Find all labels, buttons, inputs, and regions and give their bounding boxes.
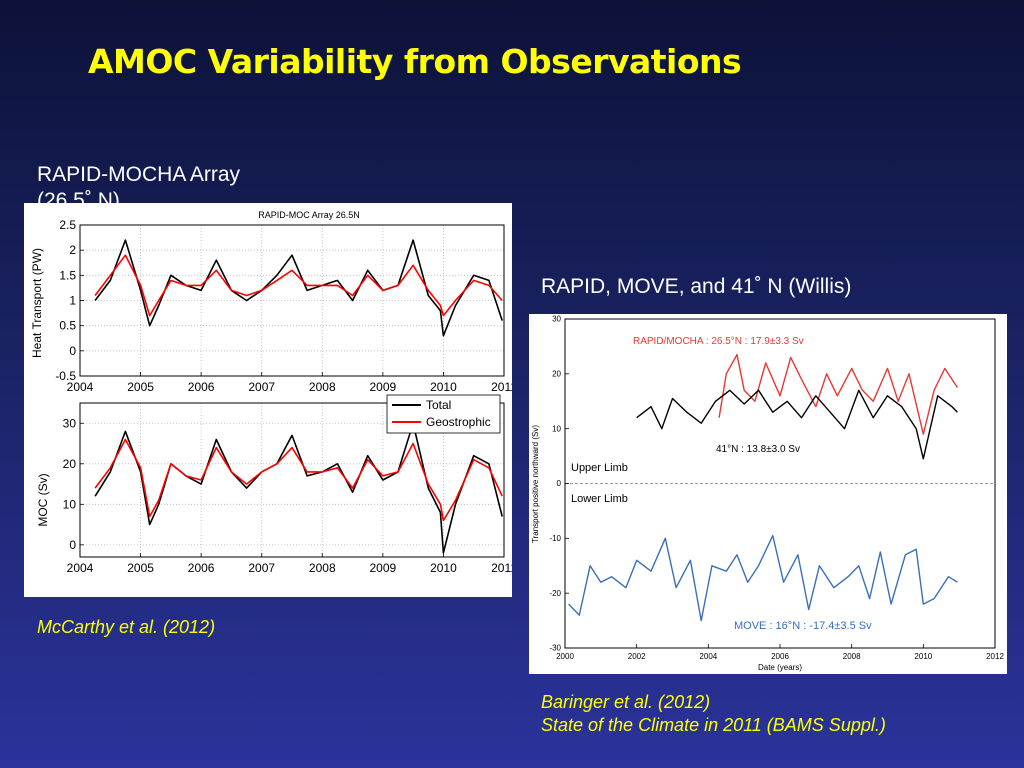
y-tick-label: 30	[63, 416, 77, 430]
right-citation-line1: Baringer et al. (2012)	[541, 692, 711, 712]
y-tick-label: 0	[69, 344, 76, 358]
x-tick-label: 2006	[188, 561, 215, 575]
moc-ylabel: MOC (Sv)	[36, 473, 50, 526]
x-tick-label: 2006	[771, 652, 789, 661]
y-tick-label: 1.5	[59, 268, 76, 282]
x-tick-label: 2012	[986, 652, 1004, 661]
move-series-label: MOVE : 16°N : -17.4±3.5 Sv	[734, 620, 872, 632]
slide-title: AMOC Variability from Observations	[88, 42, 742, 81]
legend-box	[386, 394, 501, 434]
right-ylabel: Transport positive northward (Sv)	[531, 425, 540, 543]
y-tick-label: 0	[69, 538, 76, 552]
y-tick-label: 1	[69, 294, 76, 308]
heat-transport-chart: 2004 2005 2006 2007 2008 2009 2010 2011 -0.5 0 0.5…	[55, 218, 512, 394]
y-tick-label: 20	[552, 370, 561, 379]
y-tick-label: -20	[549, 589, 561, 598]
x-tick-label: 2010	[430, 561, 457, 575]
x-tick-label: 2010	[914, 652, 932, 661]
y-tick-label: 0.5	[59, 319, 76, 333]
x-tick-label: 2000	[556, 652, 574, 661]
series-line-1	[636, 389, 958, 460]
rapid-moc-figure-svg: RAPID-MOC Array 26.5N 2004 2005 2006 2007 20…	[30, 210, 512, 575]
series-line-2	[568, 534, 958, 622]
y-tick-label: 0	[557, 479, 562, 488]
moc-chart: 2004 2005 2006 2007 2008 2009 2010 2011 0 10 20 30	[63, 402, 512, 575]
heat-ylabel: Heat Transport (PW)	[30, 248, 44, 358]
x-tick-label: 2008	[309, 380, 336, 394]
legend-geostrophic-label: Geostrophic	[426, 415, 491, 429]
legend-total-label: Total	[426, 398, 451, 412]
y-tick-label: 2	[69, 243, 76, 257]
x-tick-label: 2010	[430, 380, 457, 394]
moc-legend: Total Geostrophic	[386, 394, 501, 434]
upper-limb-label: Upper Limb	[571, 462, 628, 474]
x-tick-label: 2002	[628, 652, 646, 661]
x-tick-label: 2008	[309, 561, 336, 575]
y-tick-label: 2.5	[59, 218, 76, 232]
heat-chart-title: RAPID-MOC Array 26.5N	[258, 210, 360, 220]
x-tick-label: 2008	[843, 652, 861, 661]
series-line-1	[94, 254, 503, 317]
y-tick-label: -0.5	[55, 369, 76, 383]
x-tick-label: 2007	[248, 380, 275, 394]
baringer-figure: 2000 2002 2004 2006 2008 2010 2012 -30 -20 -10 0 10…	[529, 314, 1007, 674]
right-citation-line2: State of the Climate in 2011 (BAMS Suppl…	[541, 715, 886, 735]
y-tick-label: -10	[549, 534, 561, 543]
transport-chart: 2000 2002 2004 2006 2008 2010 2012 -30 -20 -10 0 10…	[549, 315, 1004, 661]
rapid-moc-figure: RAPID-MOC Array 26.5N 2004 2005 2006 2007 20…	[24, 203, 512, 597]
y-tick-label: 10	[63, 497, 77, 511]
plot-frame	[79, 402, 505, 558]
left-citation: McCarthy et al. (2012)	[37, 617, 216, 637]
x-tick-label: 2011	[491, 561, 512, 575]
x-tick-label: 2007	[248, 561, 275, 575]
series-line-0	[94, 422, 503, 554]
y-tick-label: 20	[63, 457, 77, 471]
series-line-0	[718, 353, 958, 435]
x-tick-label: 2004	[699, 652, 717, 661]
plot-frame	[79, 224, 505, 377]
right-xlabel: Date (years)	[758, 663, 802, 672]
n41-series-label: 41°N : 13.8±3.0 Sv	[716, 444, 800, 455]
plot-frame	[564, 318, 996, 649]
left-panel-label-line1: RAPID-MOCHA Array	[37, 163, 241, 186]
series-line-0	[94, 239, 503, 337]
x-tick-label: 2011	[491, 380, 512, 394]
left-panel-label-line2: (26.5˚ N)	[37, 189, 120, 203]
x-tick-label: 2009	[370, 561, 397, 575]
x-tick-label: 2005	[127, 561, 154, 575]
y-tick-label: 10	[552, 424, 561, 433]
x-tick-label: 2005	[127, 380, 154, 394]
series-line-1	[94, 438, 503, 522]
x-tick-label: 2006	[188, 380, 215, 394]
lower-limb-label: Lower Limb	[571, 493, 628, 505]
y-tick-label: 30	[552, 315, 561, 324]
rapid-series-label: RAPID/MOCHA : 26.5°N : 17.9±3.3 Sv	[633, 336, 804, 347]
right-panel-label: RAPID, MOVE, and 41˚ N (Willis)	[541, 275, 852, 298]
y-tick-label: -30	[549, 644, 561, 653]
x-tick-label: 2004	[67, 380, 94, 394]
baringer-figure-svg: 2000 2002 2004 2006 2008 2010 2012 -30 -20 -10 0 10…	[531, 315, 1004, 672]
x-tick-label: 2004	[67, 561, 94, 575]
x-tick-label: 2009	[370, 380, 397, 394]
